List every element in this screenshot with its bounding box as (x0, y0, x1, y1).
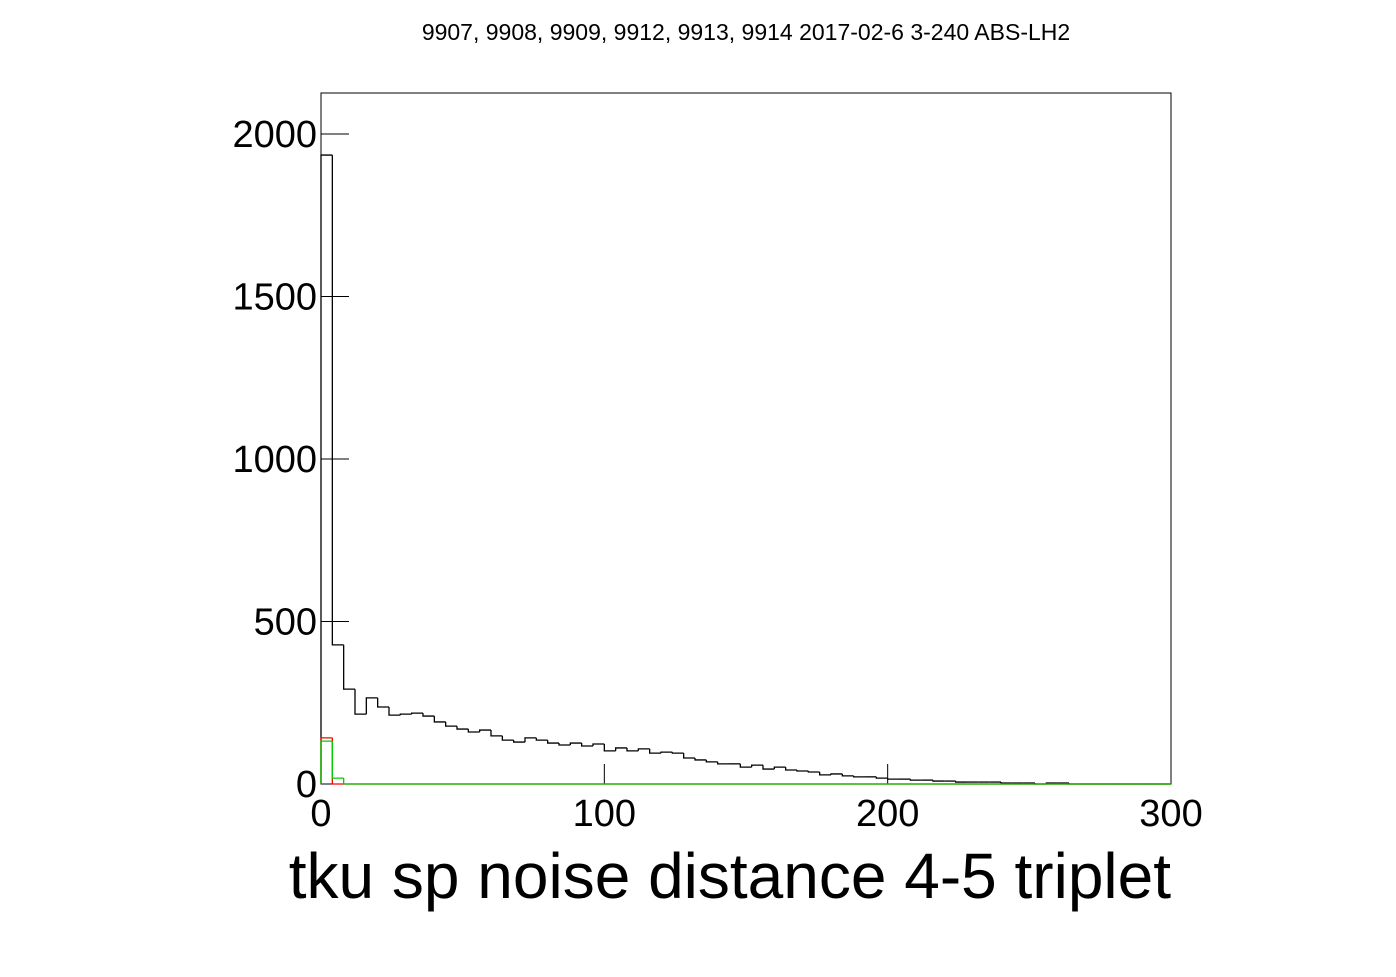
histogram-bin (569, 742, 582, 745)
y-tick-label: 500 (254, 601, 317, 643)
histogram-bin (467, 729, 480, 733)
histogram-bin (445, 721, 457, 727)
histogram-bin (762, 765, 775, 770)
histogram-bin (377, 697, 389, 708)
histogram-bin (365, 697, 378, 715)
histogram-bin (513, 740, 525, 743)
histogram-bin (320, 740, 333, 784)
histogram-bin (626, 747, 639, 752)
histogram-bin (331, 737, 344, 785)
y-tick-label: 1500 (232, 276, 317, 318)
histogram-bin (751, 764, 763, 768)
histogram-bin (1000, 782, 1013, 784)
chart-title: 9907, 9908, 9909, 9912, 9913, 9914 2017-… (422, 19, 1070, 45)
histogram-bin (490, 730, 503, 737)
plot-frame (320, 92, 1172, 785)
histogram-bin (649, 748, 661, 754)
histogram-bin (705, 759, 718, 763)
histogram-bin (853, 775, 865, 778)
histogram-bin (615, 747, 627, 751)
histogram-bin (331, 741, 344, 779)
histogram-bin (603, 744, 616, 752)
histogram-bin (875, 776, 888, 779)
histogram-bin (343, 778, 355, 785)
histogram-bin (909, 779, 922, 781)
histogram-bin (717, 761, 729, 765)
histogram-bin (388, 706, 401, 716)
histogram-bin (932, 780, 945, 782)
histogram-bin (841, 773, 854, 777)
histogram-bin (558, 743, 571, 746)
histogram-bin (411, 712, 423, 715)
histogram-bin (422, 713, 435, 717)
histogram-bin (671, 752, 684, 754)
histogram-bin (660, 751, 673, 754)
histogram-bin (807, 770, 820, 773)
histogram-bin (331, 155, 344, 646)
histogram-bin (399, 713, 412, 716)
histogram-bin (773, 766, 786, 770)
histogram-bin (343, 644, 355, 690)
histogram-bin (592, 743, 605, 746)
y-tick-label: 1000 (232, 439, 317, 481)
histogram-bin (955, 781, 967, 783)
histogram-bin (637, 748, 650, 751)
histogram-bin (354, 689, 367, 715)
histogram-bin (796, 770, 809, 772)
histogram-bin (683, 753, 695, 759)
y-tick-label: 2000 (232, 114, 317, 156)
x-tick-label: 200 (856, 793, 919, 835)
histogram-bin (694, 757, 707, 761)
histogram-bin (887, 778, 899, 780)
histogram-bin (479, 729, 491, 732)
histogram-bin (456, 726, 469, 730)
x-tick-label: 0 (310, 793, 331, 835)
histogram-bin (501, 735, 514, 741)
histogram-bin (581, 743, 593, 747)
x-tick-label: 100 (573, 793, 636, 835)
histogram-bin (320, 737, 333, 784)
histogram-bin (320, 154, 333, 784)
x-axis-label: tku sp noise distance 4-5 triplet (289, 840, 1171, 912)
x-tick-label: 300 (1139, 793, 1202, 835)
histogram-bin (819, 771, 831, 776)
histogram-bin (524, 737, 537, 743)
histogram-bin (433, 716, 446, 723)
histogram-bin (830, 773, 843, 775)
histogram-bin (535, 737, 548, 741)
histogram-bin (785, 767, 797, 771)
y-tick-label: 0 (296, 764, 317, 806)
histogram-bin (739, 763, 752, 768)
histogram-bin (547, 740, 559, 744)
